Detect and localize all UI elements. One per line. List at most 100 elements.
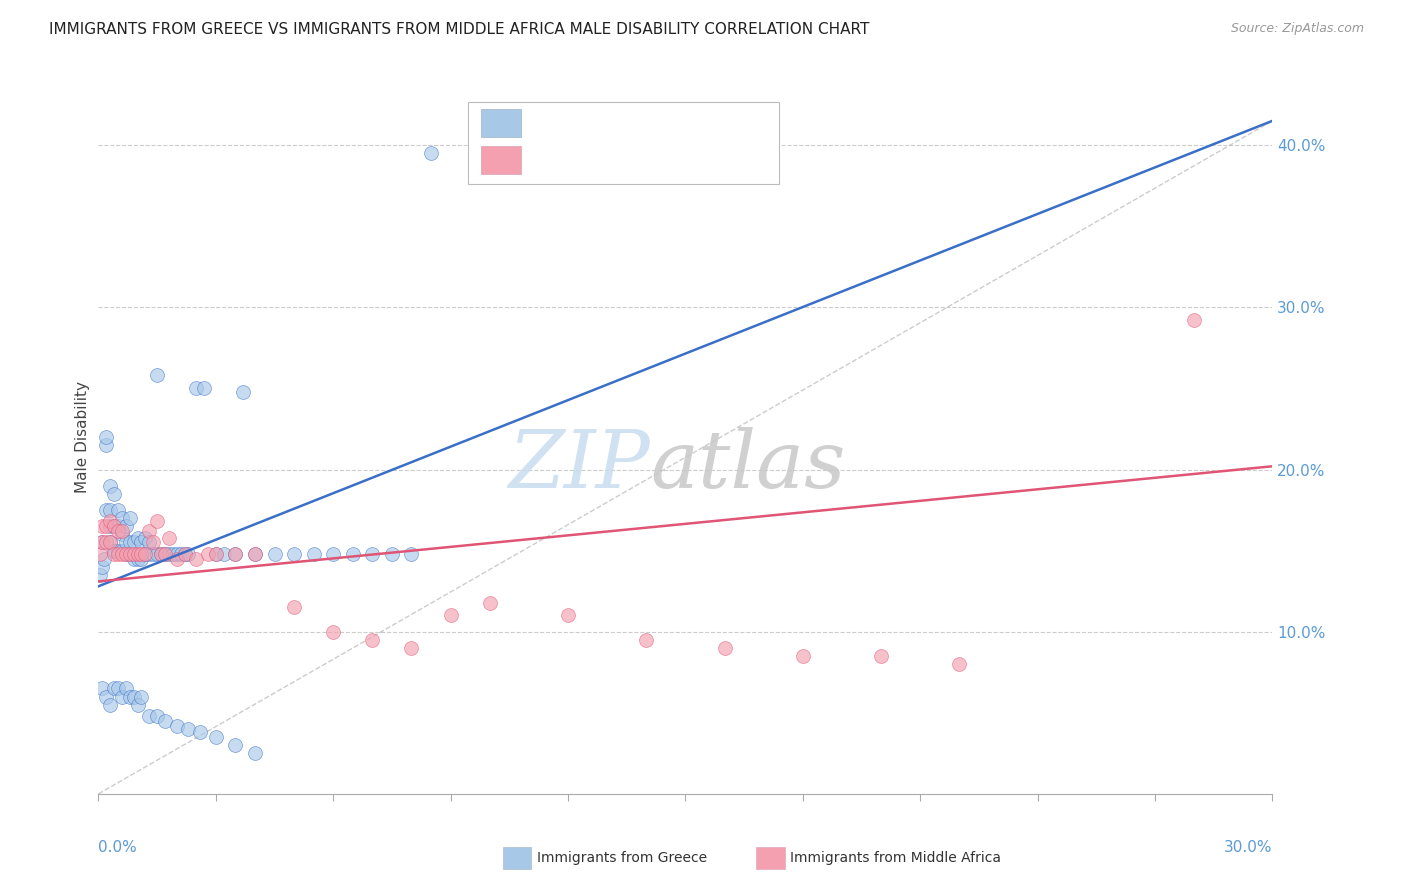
Point — [283, 600, 305, 615]
Point — [197, 547, 219, 561]
Point — [153, 547, 176, 561]
Point — [193, 381, 215, 395]
Point — [361, 547, 384, 561]
Point — [205, 547, 228, 561]
Point — [342, 547, 364, 561]
Point — [111, 690, 134, 704]
Point — [138, 709, 160, 723]
Point — [224, 738, 246, 752]
Point — [948, 657, 970, 672]
Point — [243, 547, 266, 561]
Point — [138, 524, 160, 538]
Point — [91, 519, 114, 533]
Point — [134, 531, 156, 545]
Text: Immigrants from Middle Africa: Immigrants from Middle Africa — [790, 851, 1001, 865]
Point — [98, 698, 121, 712]
Point — [111, 511, 134, 525]
Text: 0.0%: 0.0% — [98, 840, 138, 855]
Point — [89, 547, 111, 561]
Point — [205, 730, 228, 744]
Point — [127, 698, 149, 712]
Point — [114, 681, 136, 696]
Point — [118, 690, 141, 704]
Point — [142, 535, 165, 549]
Point — [122, 535, 145, 549]
Point — [91, 559, 114, 574]
Text: Immigrants from Greece: Immigrants from Greece — [537, 851, 707, 865]
Point — [131, 551, 153, 566]
Point — [157, 547, 180, 561]
Point — [96, 430, 118, 444]
Point — [302, 547, 325, 561]
Point — [401, 640, 423, 655]
Point — [134, 547, 156, 561]
Point — [96, 438, 118, 452]
Point — [98, 515, 121, 529]
Point — [224, 547, 246, 561]
Point — [103, 519, 125, 533]
Point — [166, 547, 188, 561]
Point — [792, 648, 814, 663]
Point — [138, 547, 160, 561]
Point — [870, 648, 893, 663]
Point — [98, 519, 121, 533]
Point — [98, 535, 121, 549]
Text: IMMIGRANTS FROM GREECE VS IMMIGRANTS FROM MIDDLE AFRICA MALE DISABILITY CORRELAT: IMMIGRANTS FROM GREECE VS IMMIGRANTS FRO… — [49, 22, 869, 37]
Point — [127, 551, 149, 566]
Point — [186, 381, 208, 395]
Point — [162, 547, 184, 561]
Point — [146, 368, 169, 383]
Point — [381, 547, 404, 561]
Point — [114, 547, 136, 561]
Point — [122, 690, 145, 704]
Point — [177, 547, 200, 561]
Point — [243, 747, 266, 761]
Point — [177, 722, 200, 736]
Point — [127, 547, 149, 561]
Point — [111, 527, 134, 541]
Point — [107, 524, 129, 538]
Point — [131, 690, 153, 704]
Point — [107, 543, 129, 558]
Point — [169, 547, 191, 561]
Point — [186, 551, 208, 566]
Point — [283, 547, 305, 561]
Point — [118, 547, 141, 561]
Point — [103, 487, 125, 501]
Point — [263, 547, 285, 561]
Point — [118, 511, 141, 525]
Point — [114, 535, 136, 549]
Point — [127, 531, 149, 545]
Point — [142, 547, 165, 561]
Point — [146, 515, 169, 529]
Point — [93, 551, 115, 566]
Point — [103, 681, 125, 696]
Point — [150, 547, 173, 561]
Point — [146, 709, 169, 723]
Point — [1182, 313, 1205, 327]
Point — [96, 690, 118, 704]
Point — [361, 632, 384, 647]
Point — [98, 479, 121, 493]
Point — [166, 719, 188, 733]
Point — [107, 503, 129, 517]
Point — [138, 535, 160, 549]
Text: 30.0%: 30.0% — [1225, 840, 1272, 855]
Point — [401, 547, 423, 561]
Point — [107, 519, 129, 533]
Point — [118, 535, 141, 549]
Point — [103, 547, 125, 561]
Point — [98, 535, 121, 549]
Point — [122, 551, 145, 566]
Point — [107, 681, 129, 696]
Point — [188, 725, 211, 739]
Point — [91, 535, 114, 549]
Point — [91, 681, 114, 696]
Point — [114, 519, 136, 533]
Point — [131, 535, 153, 549]
Point — [243, 547, 266, 561]
Point — [478, 595, 501, 609]
Point — [103, 519, 125, 533]
Point — [153, 547, 176, 561]
Point — [131, 547, 153, 561]
